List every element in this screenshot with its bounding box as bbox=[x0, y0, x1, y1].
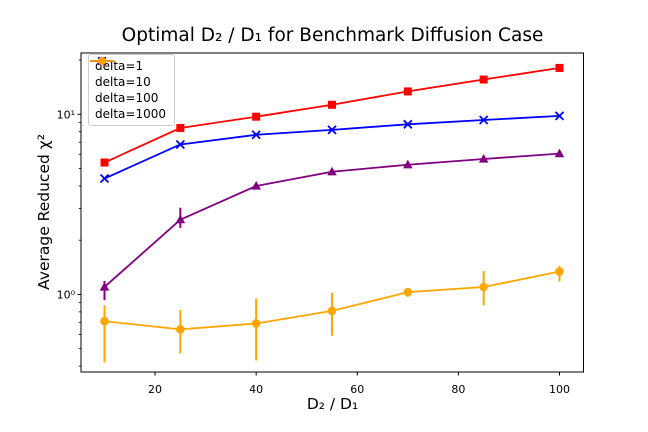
series-delta-100 bbox=[99, 148, 565, 301]
x-marker-icon bbox=[99, 173, 110, 184]
triangle-marker-icon bbox=[327, 166, 337, 176]
x-axis: 20 40 60 80 100 bbox=[148, 372, 570, 396]
circle-marker-icon bbox=[97, 56, 107, 66]
x-marker-icon bbox=[403, 119, 413, 129]
square-marker-icon bbox=[100, 158, 109, 167]
circle-marker-icon bbox=[403, 287, 413, 297]
chart-title: Optimal D₂ / D₁ for Benchmark Diffusion … bbox=[121, 25, 544, 46]
triangle-marker-icon bbox=[403, 159, 413, 169]
x-marker-icon bbox=[479, 115, 489, 125]
y-axis: 10⁰ 10¹ bbox=[57, 59, 81, 367]
triangle-marker-icon bbox=[175, 214, 186, 224]
legend-entry-label: delta=1000 bbox=[95, 107, 166, 121]
legend-sample-icon bbox=[90, 56, 114, 66]
plot-frame bbox=[80, 52, 584, 373]
legend: delta=1 delta=10 delta=100 delta=1000 bbox=[88, 54, 175, 126]
series-delta-1000 bbox=[100, 265, 564, 363]
legend-entry: delta=1000 bbox=[90, 56, 166, 121]
circle-marker-icon bbox=[555, 267, 564, 276]
x-tick-label: 40 bbox=[249, 383, 263, 396]
circle-marker-icon bbox=[176, 325, 185, 334]
x-tick-label: 60 bbox=[350, 383, 364, 396]
x-axis-label: D₂ / D₁ bbox=[306, 395, 359, 413]
circle-marker-icon bbox=[100, 316, 109, 326]
square-marker-icon bbox=[176, 123, 185, 132]
legend-entry-label: delta=100 bbox=[95, 91, 159, 105]
legend-entry: delta=100 bbox=[90, 56, 166, 105]
legend-entry-label: delta=1 bbox=[95, 59, 144, 73]
circle-marker-icon bbox=[479, 282, 488, 292]
y-tick-label: 10¹ bbox=[57, 108, 75, 121]
square-marker-icon bbox=[252, 112, 261, 121]
circle-marker-icon bbox=[327, 306, 337, 316]
triangle-marker-icon bbox=[478, 153, 489, 163]
x-tick-label: 20 bbox=[148, 383, 162, 396]
x-marker-icon bbox=[327, 125, 337, 135]
square-marker-icon bbox=[327, 100, 336, 109]
y-axis-label: Average Reduced χ² bbox=[35, 134, 53, 290]
triangle-marker-icon bbox=[99, 281, 110, 291]
series-delta-10 bbox=[99, 111, 565, 184]
x-tick-label: 100 bbox=[549, 383, 570, 396]
y-tick-label: 10⁰ bbox=[57, 288, 76, 301]
x-marker-icon bbox=[251, 130, 261, 140]
square-marker-icon bbox=[479, 75, 488, 84]
triangle-marker-icon bbox=[554, 148, 565, 158]
square-marker-icon bbox=[403, 87, 412, 96]
circle-marker-icon bbox=[251, 319, 261, 328]
x-tick-label: 80 bbox=[451, 383, 465, 396]
x-marker-icon bbox=[175, 139, 185, 150]
legend-entry-label: delta=10 bbox=[95, 75, 151, 89]
series-delta-1 bbox=[100, 63, 564, 167]
triangle-marker-icon bbox=[251, 180, 261, 190]
square-marker-icon bbox=[555, 63, 564, 72]
legend-entry: delta=10 bbox=[90, 56, 166, 89]
x-marker-icon bbox=[554, 111, 565, 121]
